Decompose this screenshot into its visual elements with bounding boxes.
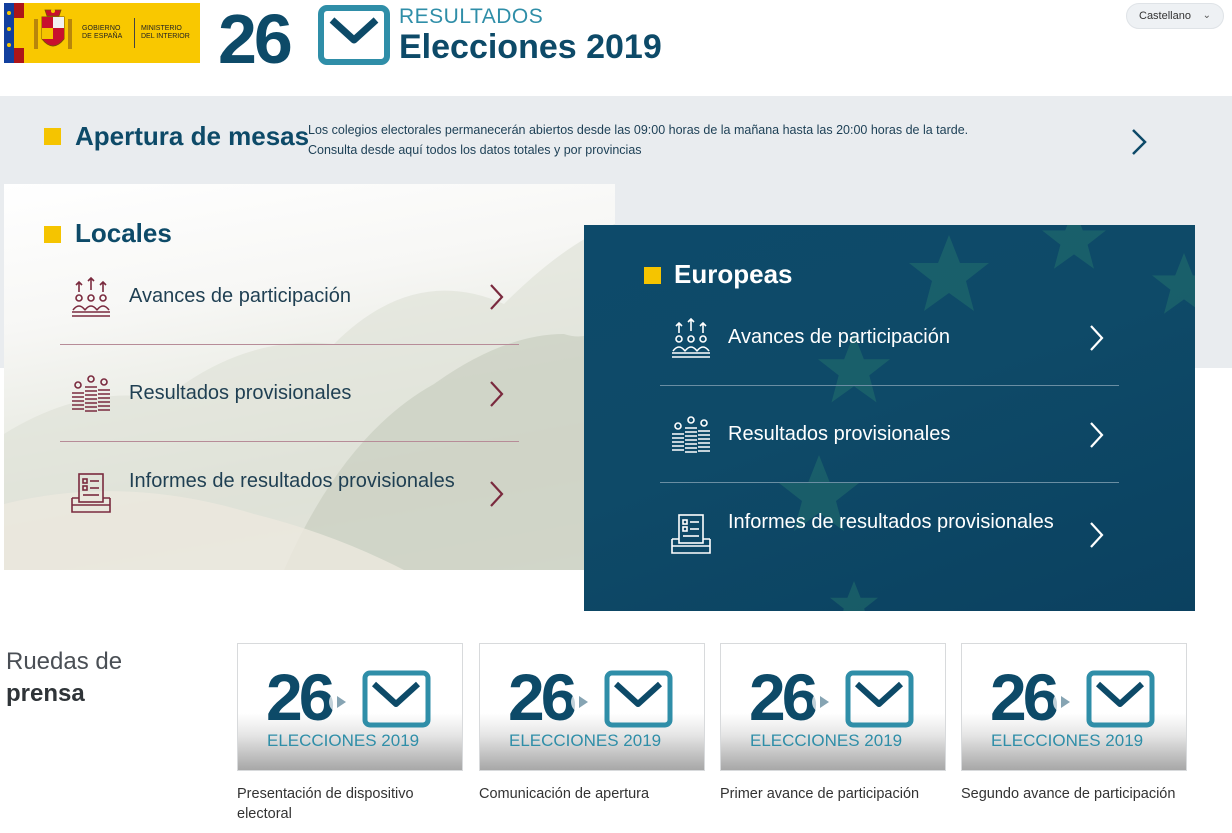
europeas-item-resultados[interactable]: Resultados provisionales <box>660 386 1119 483</box>
language-label: Castellano <box>1139 10 1191 22</box>
report-icon <box>671 514 711 554</box>
section-marker-icon <box>644 267 661 284</box>
section-marker-icon <box>44 226 61 243</box>
svg-text:26: 26 <box>990 662 1058 734</box>
elecciones-logo-icon: 26 ELECCIONES 2019 <box>990 662 1155 750</box>
chevron-right-icon <box>490 284 504 310</box>
press-video-caption[interactable]: Presentación de dispositivo electoral <box>237 786 414 822</box>
elecciones-logo-icon: 26 ELECCIONES 2019 <box>266 662 431 750</box>
chevron-right-icon <box>1090 422 1104 448</box>
europeas-title: Europeas <box>674 259 793 289</box>
europeas-panel: Europeas Avances de participación Result… <box>584 225 1195 611</box>
chevron-right-icon <box>490 481 504 507</box>
locales-panel: Locales Avances de participación Resulta… <box>4 184 615 570</box>
svg-text:ELECCIONES 2019: ELECCIONES 2019 <box>750 731 902 750</box>
chevron-right-icon[interactable] <box>1124 124 1154 160</box>
ballot-check-icon[interactable] <box>318 4 390 66</box>
europeas-item-label: Informes de resultados provisionales <box>728 511 1054 533</box>
press-video-card-4[interactable]: 26 ELECCIONES 2019 <box>961 643 1187 771</box>
locales-item-label: Resultados provisionales <box>129 382 352 404</box>
chevron-right-icon <box>1090 325 1104 351</box>
mountain-background <box>4 224 615 570</box>
elecciones-logo-icon: 26 ELECCIONES 2019 <box>508 662 673 750</box>
press-video-card-2[interactable]: 26 ELECCIONES 2019 <box>479 643 705 771</box>
press-video-card-3[interactable]: 26 ELECCIONES 2019 <box>720 643 946 771</box>
press-video-caption[interactable]: Segundo avance de participación <box>961 786 1176 802</box>
locales-item-avances[interactable]: Avances de participación <box>60 248 519 345</box>
results-icon <box>672 416 710 453</box>
gobierno-text: GOBIERNO DE ESPAÑA <box>82 25 123 40</box>
participation-icon <box>72 276 110 317</box>
locales-item-resultados[interactable]: Resultados provisionales <box>60 345 519 442</box>
press-video-caption[interactable]: Primer avance de participación <box>720 786 920 802</box>
report-icon <box>71 473 111 513</box>
language-select[interactable]: Castellano ⌄ <box>1126 3 1224 29</box>
header: GOBIERNO DE ESPAÑA MINISTERIO DEL INTERI… <box>0 0 1232 96</box>
locales-item-informes[interactable]: Informes de resultados provisionales <box>60 442 519 552</box>
svg-text:ELECCIONES 2019: ELECCIONES 2019 <box>267 731 419 750</box>
chevron-right-icon <box>490 381 504 407</box>
svg-text:26: 26 <box>508 662 576 734</box>
results-icon <box>72 375 110 412</box>
press-video-card-1[interactable]: 26 ELECCIONES 2019 <box>237 643 463 771</box>
gobierno-logo[interactable]: GOBIERNO DE ESPAÑA MINISTERIO DEL INTERI… <box>4 3 200 63</box>
svg-text:26: 26 <box>749 662 817 734</box>
svg-text:26: 26 <box>266 662 334 734</box>
coat-of-arms-icon <box>34 9 72 49</box>
europeas-item-avances[interactable]: Avances de participación <box>660 289 1119 386</box>
ministerio-text: MINISTERIO DEL INTERIOR <box>141 25 190 40</box>
svg-text:ELECCIONES 2019: ELECCIONES 2019 <box>991 731 1143 750</box>
brand-title: Elecciones 2019 <box>399 28 662 66</box>
locales-title: Locales <box>75 218 172 248</box>
chevron-down-icon: ⌄ <box>1202 10 1211 21</box>
brand-subtitle: RESULTADOS <box>399 5 544 28</box>
europeas-item-label: Avances de participación <box>728 326 950 348</box>
brand-number[interactable]: 26 <box>218 0 293 78</box>
europeas-item-label: Resultados provisionales <box>728 423 951 445</box>
europeas-item-informes[interactable]: Informes de resultados provisionales <box>660 483 1119 593</box>
apertura-title[interactable]: Apertura de mesas <box>75 121 310 151</box>
chevron-right-icon <box>1090 522 1104 548</box>
apertura-description: Los colegios electorales permanecerán ab… <box>308 123 969 157</box>
press-video-caption[interactable]: Comunicación de apertura <box>479 786 650 802</box>
svg-text:ELECCIONES 2019: ELECCIONES 2019 <box>509 731 661 750</box>
section-marker-icon <box>44 128 61 145</box>
flag-icon <box>4 3 24 63</box>
elecciones-logo-icon: 26 ELECCIONES 2019 <box>749 662 914 750</box>
locales-item-label: Avances de participación <box>129 285 351 307</box>
participation-icon <box>672 317 710 358</box>
locales-item-label: Informes de resultados provisionales <box>129 470 455 492</box>
ruedas-title: Ruedas de prensa <box>6 648 123 707</box>
